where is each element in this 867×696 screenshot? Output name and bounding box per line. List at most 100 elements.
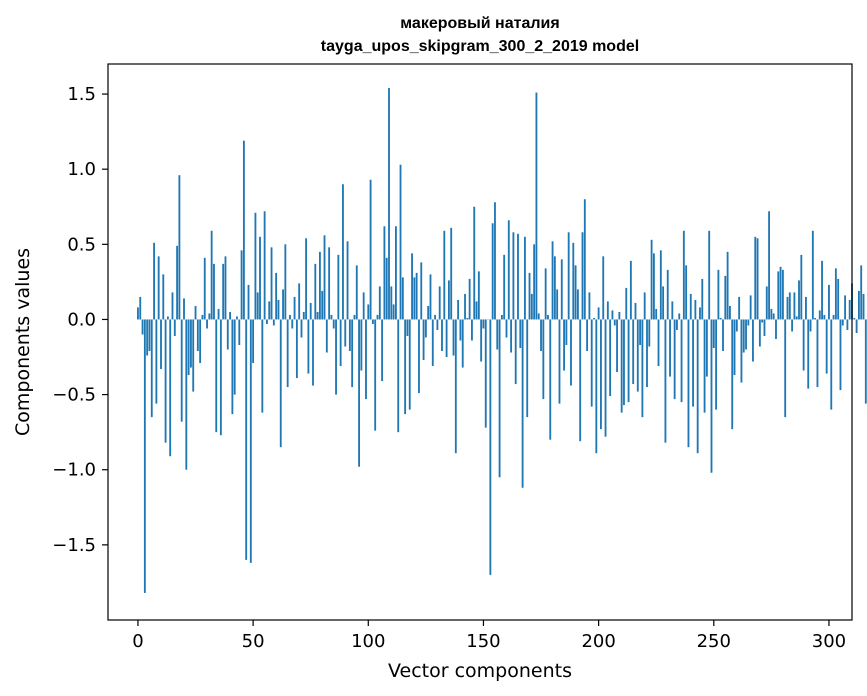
bar xyxy=(524,236,526,320)
bar xyxy=(583,199,586,320)
bar xyxy=(434,314,436,320)
bar xyxy=(450,227,453,320)
bar xyxy=(673,319,676,400)
bar xyxy=(355,265,358,320)
bar xyxy=(648,319,651,347)
bar xyxy=(213,263,215,320)
bar xyxy=(491,223,494,320)
bar xyxy=(793,292,796,320)
bar xyxy=(528,272,531,320)
bar xyxy=(261,319,264,413)
bar xyxy=(498,319,501,478)
bar xyxy=(860,265,863,320)
bar xyxy=(406,319,409,336)
bar xyxy=(844,295,847,320)
bar xyxy=(277,299,280,320)
bar xyxy=(685,265,688,320)
bar xyxy=(323,235,326,320)
bar xyxy=(837,278,840,320)
bar xyxy=(464,293,466,320)
bar xyxy=(696,319,699,454)
bar xyxy=(632,319,635,385)
bar xyxy=(676,319,678,330)
bar xyxy=(164,319,167,443)
y-tick-label: 1.5 xyxy=(67,84,96,105)
bar xyxy=(770,308,773,320)
bar xyxy=(307,319,310,374)
x-axis-label: Vector components xyxy=(388,660,572,682)
bar xyxy=(139,296,142,320)
bar xyxy=(823,314,826,320)
bar xyxy=(286,319,289,388)
bar xyxy=(726,251,729,320)
bar xyxy=(390,286,393,320)
bar xyxy=(507,220,510,320)
bar xyxy=(146,319,149,356)
bar xyxy=(169,319,172,457)
bar xyxy=(420,262,423,320)
bar xyxy=(701,278,704,320)
bar xyxy=(305,238,308,320)
bar xyxy=(447,280,450,320)
bar xyxy=(162,274,165,320)
bar xyxy=(616,319,618,373)
bar xyxy=(183,298,185,320)
bar xyxy=(687,319,690,448)
bar xyxy=(595,319,598,454)
plot-frame xyxy=(107,63,853,621)
bar xyxy=(461,319,464,368)
bar xyxy=(365,319,367,400)
bar xyxy=(699,307,701,320)
bar xyxy=(560,259,563,320)
bar xyxy=(316,311,319,320)
bar xyxy=(252,319,255,364)
bar xyxy=(791,319,794,332)
bar xyxy=(335,319,337,395)
bar xyxy=(231,319,234,415)
bar xyxy=(567,232,570,320)
bar xyxy=(178,175,181,320)
bar xyxy=(415,272,418,320)
x-tick-label: 200 xyxy=(581,631,615,652)
bar xyxy=(565,319,568,346)
bar xyxy=(521,319,524,488)
bar xyxy=(210,230,213,320)
bar xyxy=(187,319,190,376)
bar xyxy=(381,319,384,382)
bar xyxy=(848,299,851,320)
bar xyxy=(643,292,646,320)
bar xyxy=(544,268,547,320)
bar xyxy=(717,269,720,320)
bar xyxy=(581,232,584,320)
bar xyxy=(171,292,174,320)
bar xyxy=(199,319,202,364)
bar xyxy=(722,319,724,352)
bar xyxy=(383,226,386,320)
bar xyxy=(348,319,351,352)
bar xyxy=(650,239,653,320)
bar xyxy=(229,311,231,320)
bar xyxy=(137,307,139,320)
bar xyxy=(669,319,671,377)
bar xyxy=(710,319,713,473)
bar xyxy=(392,304,395,320)
bar xyxy=(321,290,324,320)
bar xyxy=(468,278,471,320)
bar xyxy=(206,319,208,329)
bar xyxy=(779,266,782,320)
bar xyxy=(814,317,817,320)
bar xyxy=(141,319,144,335)
bar xyxy=(160,319,162,370)
bar xyxy=(830,319,833,410)
bar xyxy=(689,293,692,320)
bar xyxy=(805,296,807,320)
y-tick-label: −1.5 xyxy=(52,535,96,556)
bar xyxy=(459,319,462,341)
bar xyxy=(666,269,669,320)
bar xyxy=(374,319,377,431)
bar xyxy=(756,238,759,320)
bar xyxy=(275,272,278,320)
bar xyxy=(839,319,842,391)
bar xyxy=(224,256,227,320)
